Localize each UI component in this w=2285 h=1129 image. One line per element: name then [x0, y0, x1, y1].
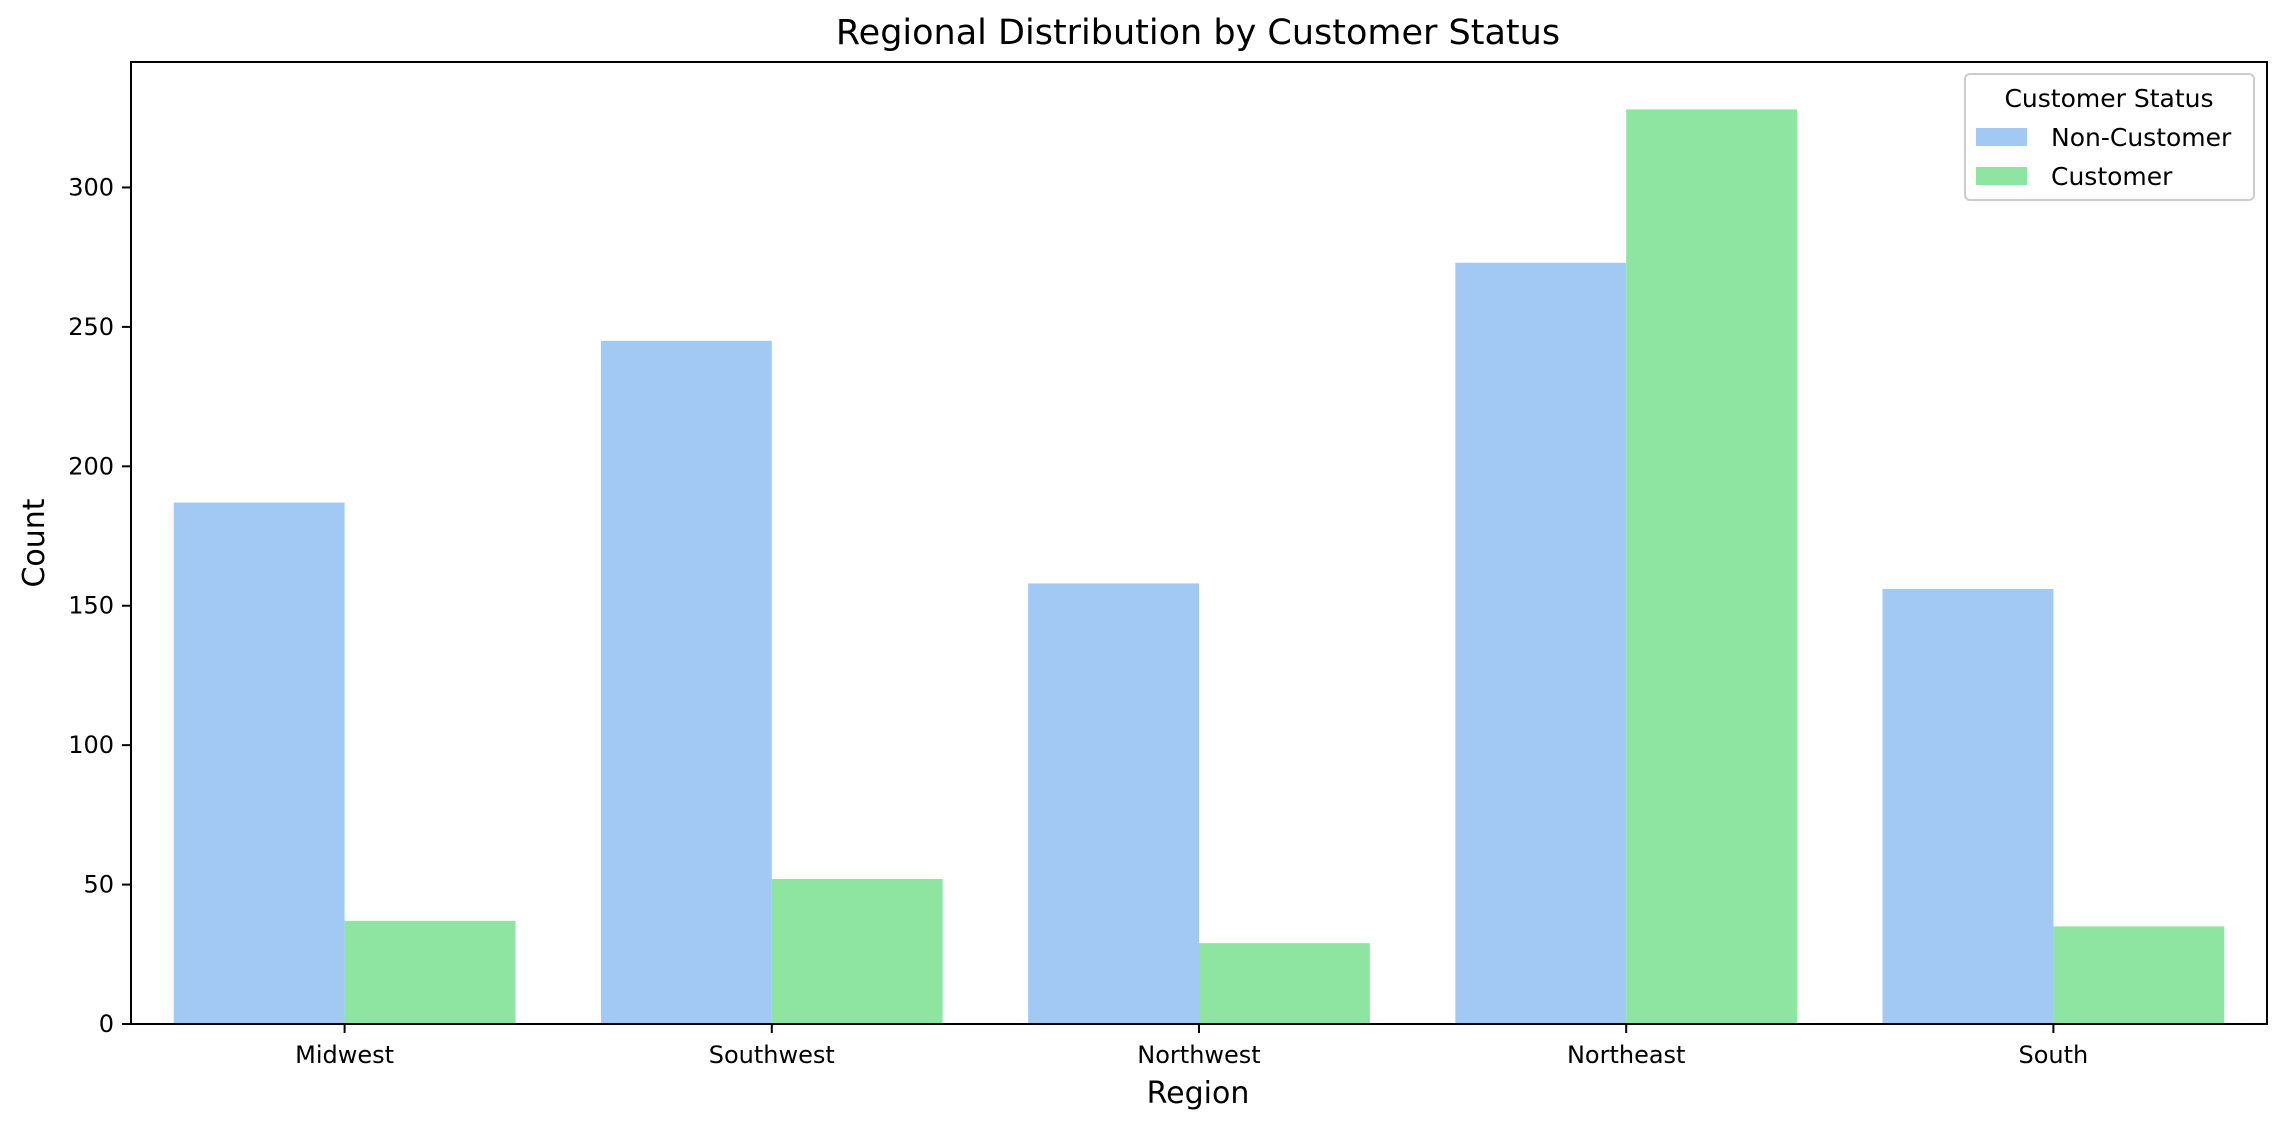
bar-northeast-non-customer [1455, 262, 1627, 1024]
bar-southwest-non-customer [600, 340, 772, 1024]
y-axis: 0 50 100 150 200 250 300 [68, 173, 131, 1038]
bar-northeast-customer [1626, 109, 1798, 1025]
bar-midwest-non-customer [173, 502, 345, 1024]
bar-northwest-customer [1199, 943, 1370, 1024]
legend-title: Customer Status [2004, 84, 2213, 113]
x-tick-label: Northeast [1567, 1041, 1686, 1069]
bar-south-customer [2053, 926, 2225, 1024]
chart-title: Regional Distribution by Customer Status [836, 13, 1560, 53]
x-tick-label: Northwest [1137, 1041, 1260, 1069]
legend: Customer Status Non-Customer Customer [1964, 73, 2255, 201]
y-tick-label: 200 [68, 452, 114, 480]
legend-label-non-customer: Non-Customer [2051, 123, 2232, 152]
y-tick-label: 50 [83, 871, 114, 899]
x-axis-label: Region [1147, 1076, 1250, 1111]
y-tick-label: 150 [68, 592, 114, 620]
bar-south-non-customer [1882, 589, 2054, 1024]
x-axis: Midwest Southwest Northwest Northeast South [295, 1024, 2088, 1069]
legend-swatch-customer [1976, 167, 2027, 185]
y-tick-label: 250 [68, 313, 114, 341]
y-tick-label: 0 [99, 1010, 114, 1038]
y-tick-label: 100 [68, 731, 114, 759]
bar-southwest-customer [771, 879, 943, 1024]
x-tick-label: Midwest [295, 1041, 394, 1069]
bar-northwest-non-customer [1028, 583, 1199, 1024]
legend-swatch-non-customer [1976, 128, 2027, 146]
x-tick-label: Southwest [709, 1041, 835, 1069]
x-tick-label: South [2019, 1041, 2089, 1069]
legend-frame [1964, 73, 2255, 201]
bars-group [173, 109, 2225, 1025]
y-axis-label: Count [17, 498, 52, 587]
legend-label-customer: Customer [2051, 162, 2173, 191]
y-tick-label: 300 [68, 173, 114, 201]
bar-midwest-customer [344, 920, 516, 1024]
